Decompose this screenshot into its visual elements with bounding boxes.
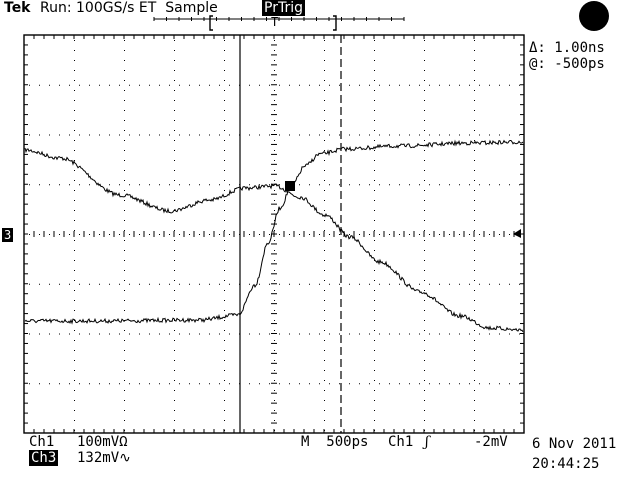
ch1-waveform [24,139,524,325]
graticule [23,34,525,434]
cursor-position-readout: @: -500ps [529,56,605,72]
trigger-level: -2mV [474,434,508,450]
run-status: Run: 100GS/s ET Sample [40,0,218,16]
cursor-delta-readout: Δ: 1.00ns [529,40,605,56]
timebase-readout: M 500ps [301,434,369,450]
cursors[interactable] [239,35,342,433]
trigger-slope-icon: ʃ [425,434,429,450]
trigger-source: Ch1 [388,434,414,450]
trigger-point-marker [285,181,295,191]
brand-label: Tek [4,0,31,16]
acquisition-indicator-icon [579,1,609,31]
ch3-scale: 132mV∿ [77,450,131,466]
date-stamp: 6 Nov 2011 [532,436,617,452]
trigger-level-arrow-icon [513,229,521,238]
record-position-bar [153,15,405,31]
ch3-waveform [24,147,524,333]
trigger-position-marker: T [271,15,279,29]
ch3-label: Ch3 [29,450,59,466]
waveforms [24,139,524,333]
time-stamp: 20:44:25 [532,456,600,472]
ch3-ground-marker[interactable]: 3 [2,228,14,242]
ch1-scale: 100mVΩ [77,434,128,450]
ch1-label: Ch1 [29,434,55,450]
record-window-right-bracket [333,15,337,31]
trigger-state-badge: PrTrig [262,0,305,16]
record-window-left-bracket [209,15,213,31]
